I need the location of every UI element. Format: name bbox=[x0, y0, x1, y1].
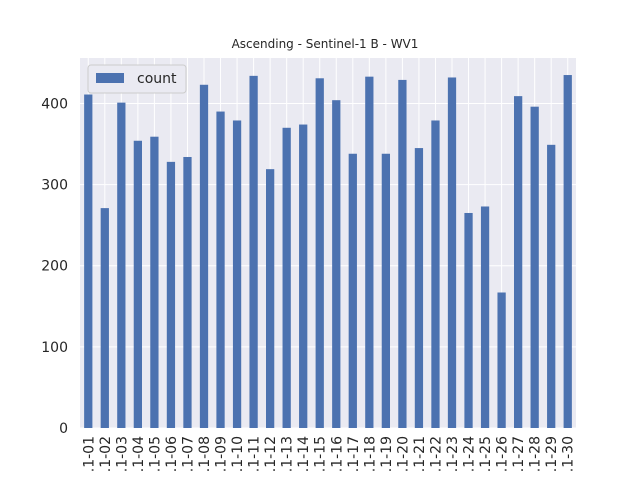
bar bbox=[480, 206, 490, 428]
bar bbox=[398, 79, 407, 428]
x-tick-label: .1-07 bbox=[180, 436, 196, 472]
plot-area bbox=[80, 58, 576, 428]
y-tick-label: 200 bbox=[41, 259, 68, 275]
y-tick-label: 400 bbox=[41, 96, 68, 112]
x-tick-label: .1-16 bbox=[329, 436, 345, 472]
x-tick-label: .1-24 bbox=[462, 436, 478, 472]
bar bbox=[232, 120, 242, 428]
bar bbox=[216, 111, 225, 428]
x-tick-label: .1-03 bbox=[114, 436, 130, 472]
x-tick-label: .1-27 bbox=[511, 436, 527, 472]
bar bbox=[150, 136, 159, 428]
legend: count bbox=[87, 64, 187, 94]
x-tick-label: .1-05 bbox=[147, 436, 163, 472]
x-tick-label: .1-11 bbox=[247, 436, 263, 472]
bar bbox=[365, 76, 374, 428]
x-tick-label: .1-15 bbox=[313, 436, 329, 472]
x-tick-label: .1-10 bbox=[230, 436, 246, 472]
x-tick-label: .1-25 bbox=[478, 436, 494, 472]
x-tick-label: .1-06 bbox=[164, 436, 180, 472]
x-tick-label: .1-04 bbox=[131, 436, 147, 472]
bar-series-count bbox=[84, 75, 572, 429]
bar bbox=[497, 292, 506, 428]
bar bbox=[100, 208, 109, 428]
bar bbox=[199, 84, 209, 429]
bar bbox=[431, 120, 440, 428]
bar bbox=[266, 169, 275, 428]
bar bbox=[282, 127, 291, 428]
x-tick-label: .1-18 bbox=[362, 436, 378, 472]
bar bbox=[348, 153, 357, 429]
y-axis: 0 100 200 300 400 bbox=[41, 96, 68, 437]
bar bbox=[117, 102, 126, 428]
chart-title: Ascending - Sentinel-1 B - WV1 bbox=[232, 37, 419, 51]
y-tick-label: 100 bbox=[41, 340, 68, 356]
x-tick-label: .1-26 bbox=[495, 436, 511, 472]
bar bbox=[381, 153, 390, 429]
bar bbox=[514, 96, 523, 429]
x-tick-label: .1-28 bbox=[528, 436, 544, 472]
x-tick-label: .1-12 bbox=[263, 436, 279, 472]
bar bbox=[299, 124, 308, 428]
x-tick-label: .1-30 bbox=[561, 436, 577, 472]
bar bbox=[414, 148, 424, 428]
bar bbox=[530, 106, 539, 429]
x-tick-label: .1-21 bbox=[412, 436, 428, 472]
x-tick-label: .1-19 bbox=[379, 436, 395, 472]
legend-swatch-count bbox=[96, 73, 124, 83]
legend-label-count: count bbox=[137, 71, 177, 87]
x-tick-label: .1-08 bbox=[197, 436, 213, 472]
x-tick-label: .1-09 bbox=[214, 436, 230, 472]
x-tick-label: .1-14 bbox=[296, 436, 312, 472]
bar bbox=[447, 77, 457, 428]
bar bbox=[464, 212, 473, 428]
bar bbox=[315, 78, 324, 428]
bar bbox=[249, 75, 258, 428]
bar bbox=[547, 144, 556, 428]
x-tick-label: .1-02 bbox=[98, 436, 114, 472]
x-axis: .1-01.1-02.1-03.1-04.1-05.1-06.1-07.1-08… bbox=[81, 436, 576, 472]
x-tick-label: .1-22 bbox=[428, 436, 444, 472]
bar bbox=[133, 140, 142, 428]
bar bbox=[84, 94, 93, 429]
x-tick-label: .1-13 bbox=[280, 436, 296, 472]
bar bbox=[183, 156, 192, 429]
bar bbox=[563, 75, 572, 428]
y-tick-label: 0 bbox=[59, 421, 68, 437]
bar bbox=[332, 100, 341, 428]
x-tick-label: .1-20 bbox=[395, 436, 411, 472]
x-tick-label: .1-01 bbox=[81, 436, 97, 472]
x-tick-label: .1-23 bbox=[445, 436, 461, 472]
legend-box bbox=[87, 64, 187, 94]
x-tick-label: .1-29 bbox=[544, 436, 560, 472]
y-tick-label: 300 bbox=[41, 178, 68, 194]
bar bbox=[166, 161, 176, 428]
x-tick-label: .1-17 bbox=[346, 436, 362, 472]
